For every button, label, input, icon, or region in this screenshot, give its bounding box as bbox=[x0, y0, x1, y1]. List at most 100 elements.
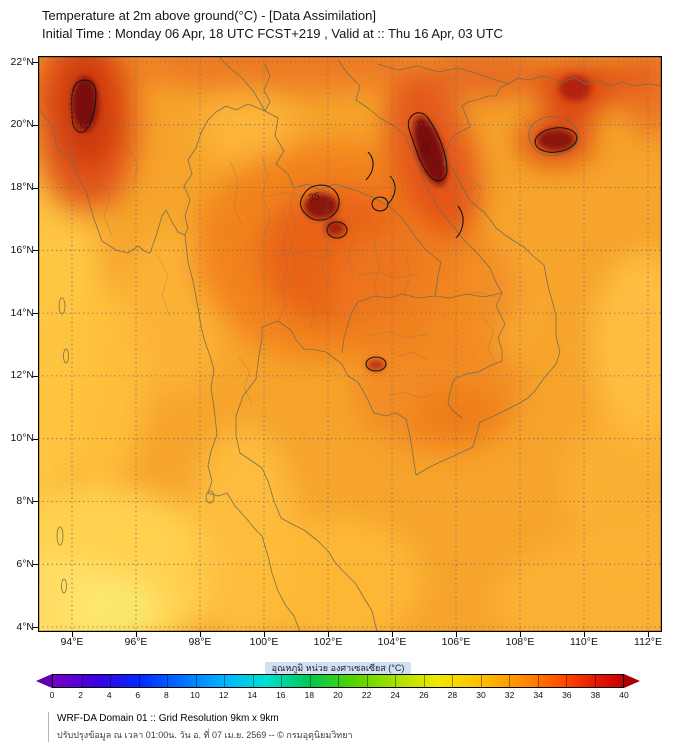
colorbar-segment-edge bbox=[138, 675, 140, 687]
colorbar-segment-edge bbox=[423, 675, 425, 687]
colorbar-right-arrow bbox=[624, 674, 640, 688]
colorbar-segment-edge bbox=[594, 675, 596, 687]
lat-tick-label: 8°N bbox=[16, 494, 34, 507]
lat-tick-label: 22°N bbox=[10, 55, 34, 68]
colorbar-tick-label: 36 bbox=[562, 690, 572, 700]
country-borders bbox=[38, 56, 662, 632]
lon-tick-label: 98°E bbox=[188, 636, 212, 648]
colorbar-segment-edge bbox=[167, 675, 168, 687]
lat-tick-mark bbox=[33, 62, 38, 63]
colorbar bbox=[36, 674, 640, 688]
lon-tick-label: 104°E bbox=[377, 636, 407, 648]
colorbar-tick-label: 28 bbox=[447, 690, 458, 700]
lon-tick-mark bbox=[136, 632, 137, 637]
lat-tick-label: 18°N bbox=[10, 181, 34, 194]
colorbar-tick-label: 20 bbox=[333, 690, 343, 700]
temperature-blobs bbox=[38, 56, 662, 632]
colorbar-tick-label: 38 bbox=[590, 690, 601, 700]
colorbar-segment-edge bbox=[480, 675, 482, 687]
map-subtitle: Initial Time : Monday 06 Apr, 18 UTC FCS… bbox=[42, 26, 503, 41]
colorbar-tick-label: 0 bbox=[49, 690, 55, 700]
colorbar-tick-label: 40 bbox=[619, 690, 629, 700]
lon-tick-label: 106°E bbox=[441, 636, 471, 648]
province-borders bbox=[97, 115, 535, 405]
colorbar-segment-edge bbox=[110, 675, 111, 687]
lat-tick-label: 6°N bbox=[16, 557, 34, 570]
lon-tick-label: 110°E bbox=[570, 636, 598, 648]
lat-tick-mark bbox=[33, 375, 38, 377]
lat-tick-mark bbox=[33, 627, 38, 628]
lat-tick-mark bbox=[33, 250, 38, 252]
colorbar-tick-label: 26 bbox=[419, 690, 429, 700]
lat-tick-mark bbox=[33, 124, 38, 126]
colorbar-segment-edge bbox=[338, 675, 339, 687]
lon-tick-mark bbox=[456, 632, 457, 637]
colorbar-area: อุณหภูมิ หน่วย องศาเซลเซียส (°C) 0 2 4 6 8 10… bbox=[0, 658, 676, 701]
lon-tick-mark bbox=[520, 632, 521, 637]
lon-tick-label: 112°E bbox=[634, 636, 662, 648]
colorbar-tick-label: 24 bbox=[390, 690, 400, 700]
footer-update-info: ปรับปรุงข้อมูล ณ เวลา 01:00น. วัน อ. ที่… bbox=[57, 730, 353, 740]
map-area: 35 35 22°N 20°N 18°N 16°N 14°N 12°N 10°N 8°N 6°N… bbox=[0, 50, 676, 650]
colorbar-segment-edge bbox=[452, 675, 453, 687]
lat-tick-label: 12°N bbox=[10, 369, 34, 382]
colorbar-segment-edge bbox=[566, 675, 567, 687]
lat-tick-mark bbox=[33, 564, 38, 566]
colorbar-tick-label: 30 bbox=[476, 690, 486, 700]
colorbar-segment-edge bbox=[224, 675, 225, 687]
colorbar-tick-label: 32 bbox=[504, 690, 515, 700]
colorbar-tick-label: 16 bbox=[276, 690, 286, 700]
colorbar-gradient bbox=[52, 674, 624, 688]
map-title: Temperature at 2m above ground(°C) - [Da… bbox=[42, 8, 376, 23]
colorbar-tick-label: 18 bbox=[304, 690, 315, 700]
lat-lon-grid bbox=[38, 56, 662, 632]
colorbar-tick-label: 14 bbox=[247, 690, 257, 700]
colorbar-segment-edge bbox=[252, 675, 254, 687]
lat-tick-mark bbox=[33, 187, 38, 189]
lat-tick-label: 14°N bbox=[10, 306, 34, 319]
lon-tick-mark bbox=[264, 632, 265, 637]
colorbar-segment-edge bbox=[366, 675, 368, 687]
lon-tick-label: 94°E bbox=[60, 636, 84, 648]
temperature-map-svg: 35 35 bbox=[38, 56, 662, 632]
colorbar-tick-label: 8 bbox=[164, 690, 169, 700]
colorbar-tick-label: 4 bbox=[106, 690, 112, 700]
lat-tick-label: 10°N bbox=[10, 432, 34, 445]
lon-tick-mark bbox=[200, 632, 201, 637]
hot-spot-cores bbox=[72, 75, 591, 371]
lon-tick-label: 102°E bbox=[313, 636, 343, 648]
footer-domain-info: WRF-DA Domain 01 :: Grid Resolution 9km … bbox=[57, 713, 279, 724]
lat-tick-label: 20°N bbox=[10, 118, 34, 131]
colorbar-tick-label: 22 bbox=[361, 690, 372, 700]
lon-tick-mark bbox=[392, 632, 393, 637]
lon-tick-label: 96°E bbox=[124, 636, 148, 648]
footer: WRF-DA Domain 01 :: Grid Resolution 9km … bbox=[48, 712, 353, 742]
colorbar-left-arrow bbox=[36, 674, 52, 688]
lat-tick-label: 16°N bbox=[10, 243, 34, 256]
colorbar-segment-edge bbox=[309, 675, 311, 687]
contour-label-35-b: 35 bbox=[420, 141, 434, 156]
colorbar-segment-edge bbox=[509, 675, 510, 687]
colorbar-segment-edge bbox=[537, 675, 539, 687]
lat-tick-mark bbox=[33, 438, 38, 440]
colorbar-segment-edge bbox=[195, 675, 197, 687]
colorbar-segment-edge bbox=[81, 675, 83, 687]
contour-label-35-a: 35 bbox=[308, 191, 322, 204]
lat-tick-mark bbox=[33, 501, 38, 503]
lon-tick-mark bbox=[72, 632, 73, 637]
lon-tick-mark bbox=[648, 632, 649, 637]
map-frame bbox=[38, 56, 662, 632]
colorbar-tick-label: 34 bbox=[533, 690, 543, 700]
lat-tick-mark bbox=[33, 313, 38, 315]
colorbar-tick-label: 12 bbox=[218, 690, 229, 700]
title-block: Temperature at 2m above ground(°C) - [Da… bbox=[42, 7, 503, 43]
lon-tick-label: 108°E bbox=[505, 636, 535, 648]
colorbar-label: อุณหภูมิ หน่วย องศาเซลเซียส (°C) bbox=[264, 662, 412, 675]
colorbar-segment-edge bbox=[281, 675, 282, 687]
colorbar-tick-label: 6 bbox=[135, 690, 141, 700]
colorbar-segment-edge bbox=[395, 675, 396, 687]
colorbar-tick-label: 2 bbox=[78, 690, 83, 700]
colorbar-tick-label: 10 bbox=[190, 690, 200, 700]
lat-tick-label: 4°N bbox=[16, 620, 34, 633]
map-plot: 35 35 bbox=[38, 56, 662, 632]
